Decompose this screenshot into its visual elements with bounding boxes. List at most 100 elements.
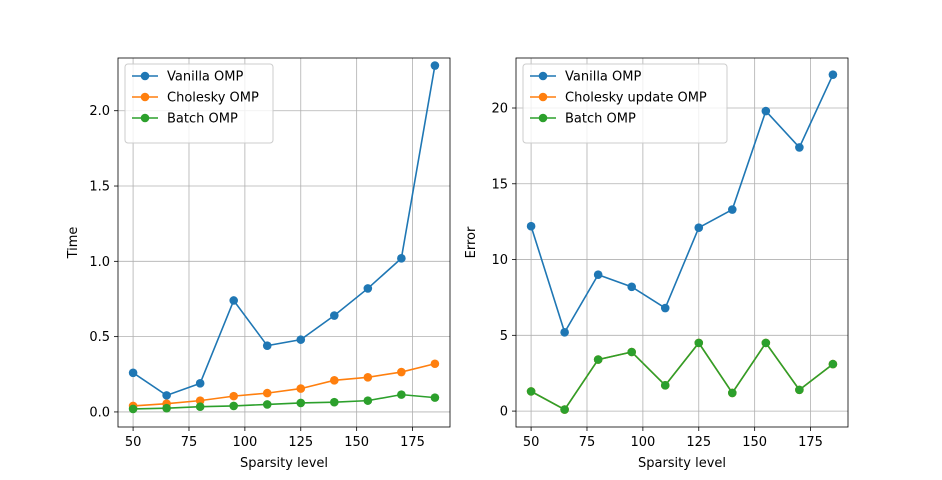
data-point [229, 296, 238, 305]
data-point [128, 404, 138, 414]
data-point [162, 391, 171, 400]
legend-item: Vanilla OMP [530, 70, 641, 85]
x-tick-label: 125 [288, 435, 313, 450]
data-point [627, 347, 636, 357]
data-point [560, 405, 569, 414]
data-point [761, 106, 771, 116]
series-2 [128, 390, 440, 414]
series-1 [526, 338, 838, 414]
x-tick-label: 50 [125, 435, 142, 450]
data-point [195, 396, 205, 405]
data-point [296, 398, 306, 408]
series-0 [526, 70, 838, 337]
x-tick-label: 100 [232, 435, 257, 450]
series-2 [526, 338, 838, 414]
data-point [828, 70, 838, 79]
data-point [828, 359, 838, 369]
data-point [397, 254, 406, 263]
data-point [363, 396, 373, 405]
data-point [330, 376, 339, 385]
legend-item: Cholesky OMP [132, 91, 259, 106]
data-point [430, 359, 440, 369]
legend-marker [140, 92, 150, 102]
data-point [229, 401, 238, 411]
legend-label: Cholesky OMP [167, 91, 259, 106]
y-axis-label: Error [464, 226, 479, 258]
data-point [363, 372, 373, 382]
legend-label: Batch OMP [565, 112, 636, 127]
data-point [397, 390, 406, 399]
x-tick-label: 150 [344, 435, 369, 450]
data-point [296, 335, 306, 344]
x-tick-label: 100 [630, 435, 655, 450]
data-point [128, 368, 138, 378]
axes-frame [515, 57, 849, 428]
legend-marker [140, 71, 150, 81]
data-point [430, 61, 440, 70]
legend-label: Cholesky update OMP [565, 91, 707, 106]
data-point [795, 143, 804, 152]
legend-marker [140, 113, 150, 123]
data-point [195, 402, 205, 411]
x-tick-label: 125 [686, 435, 711, 450]
series-0 [128, 61, 440, 400]
y-tick-label: 0 [500, 405, 508, 420]
legend-item: Cholesky update OMP [530, 91, 707, 106]
data-point [330, 311, 339, 320]
data-point [526, 221, 536, 231]
y-tick-label: 0.0 [89, 405, 110, 420]
y-tick-label: 1.0 [89, 255, 110, 270]
data-point [694, 223, 704, 233]
y-tick-label: 15 [491, 177, 508, 192]
data-point [593, 355, 603, 364]
x-tick-label: 75 [181, 435, 198, 450]
series-line [530, 74, 834, 335]
y-tick-label: 20 [491, 102, 508, 117]
legend: Vanilla OMP Cholesky OMP Batch OMP [124, 63, 274, 144]
x-axis-label: Sparsity level [240, 456, 328, 471]
legend-item: Batch OMP [132, 112, 238, 127]
series-line [530, 341, 834, 411]
legend: Vanilla OMP Cholesky update OMP Batch OMP [522, 63, 728, 144]
y-tick-label: 2.0 [89, 104, 110, 119]
data-point [262, 388, 272, 398]
data-point [728, 388, 737, 398]
legend-marker [538, 113, 548, 123]
error-chart: 50 75 100 125 150 175 0 5 10 15 20 Sparsity level Er… [464, 57, 849, 471]
legend-marker [538, 92, 548, 102]
data-point [363, 284, 373, 293]
data-point [694, 338, 704, 348]
series-line [530, 341, 834, 411]
data-point [627, 282, 636, 292]
y-tick-label: 5 [500, 329, 508, 344]
legend-label: Vanilla OMP [167, 70, 243, 85]
data-point [262, 341, 272, 350]
legend-label: Batch OMP [167, 112, 238, 127]
legend-box [124, 63, 274, 144]
series-line [133, 362, 436, 407]
series-line [133, 393, 435, 410]
data-point [262, 400, 272, 409]
data-point [593, 270, 603, 280]
legend-marker [538, 71, 548, 81]
legend-item: Vanilla OMP [132, 70, 243, 85]
legend-item: Batch OMP [530, 112, 636, 127]
data-point [560, 327, 569, 337]
y-axis-label: Time [66, 227, 81, 260]
data-point [195, 379, 205, 388]
data-point [660, 381, 670, 390]
y-tick-label: 10 [491, 253, 508, 268]
x-tick-label: 150 [742, 435, 767, 450]
legend-label: Vanilla OMP [565, 70, 641, 85]
x-tick-label: 50 [523, 435, 540, 450]
y-tick-label: 0.5 [89, 330, 110, 345]
data-point [526, 387, 536, 396]
data-point [330, 397, 339, 407]
series-1 [128, 359, 440, 411]
x-tick-label: 75 [579, 435, 596, 450]
data-point [296, 384, 306, 393]
x-tick-label: 175 [798, 435, 823, 450]
data-point [795, 385, 804, 395]
data-point [430, 393, 440, 402]
y-tick-label: 1.5 [89, 180, 110, 195]
